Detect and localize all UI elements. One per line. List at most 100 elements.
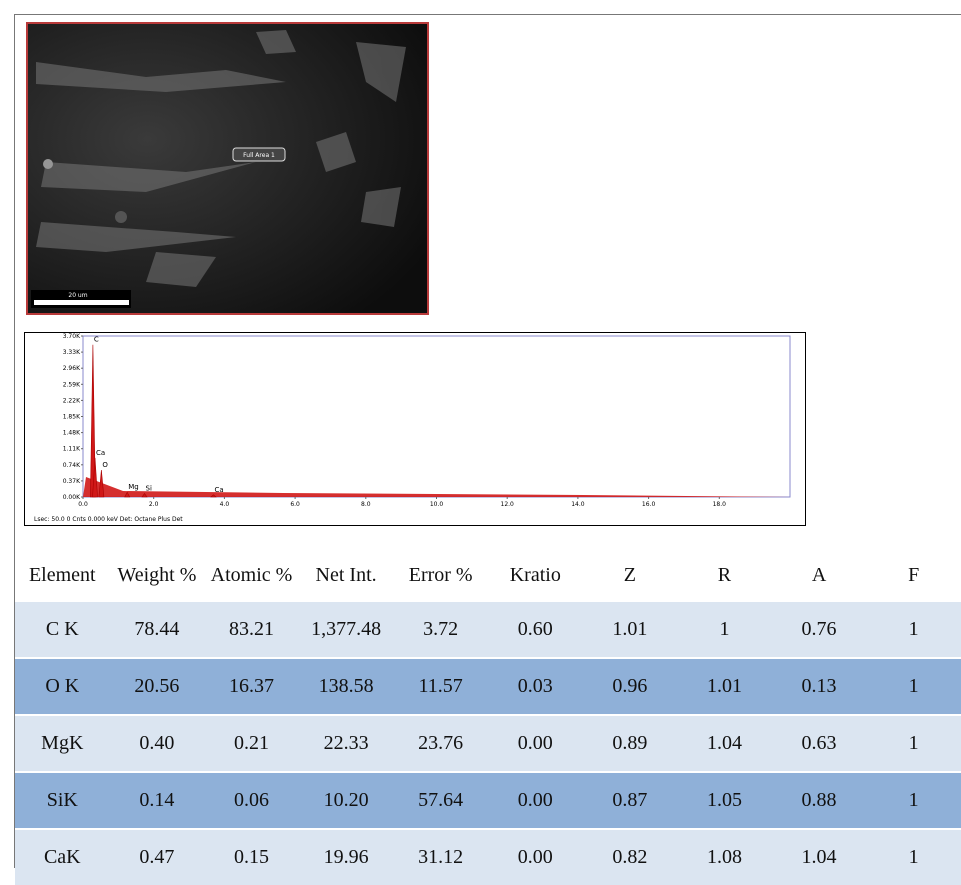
table-cell: C K (15, 602, 110, 657)
table-cell: O K (15, 659, 110, 714)
table-cell: 1.08 (677, 830, 772, 885)
table-cell: 83.21 (204, 602, 299, 657)
table-cell: 31.12 (393, 830, 488, 885)
table-cell: 78.44 (110, 602, 205, 657)
y-tick-label: 1.48K (63, 430, 81, 437)
y-tick-label: 3.70K (63, 333, 81, 340)
table-cell: 0.63 (772, 716, 867, 771)
x-tick-label: 8.0 (361, 501, 371, 508)
table-cell: 0.60 (488, 602, 583, 657)
table-cell: 0.96 (583, 659, 678, 714)
table-cell: 0.00 (488, 716, 583, 771)
header-cell: Error % (393, 548, 488, 602)
header-cell: Atomic % (204, 548, 299, 602)
table-cell: 0.14 (110, 773, 205, 828)
x-tick-label: 10.0 (430, 501, 444, 508)
eds-spectrum: Lsec: 50.0 0 Cnts 0.000 keV Det: Octane … (24, 332, 806, 526)
x-tick-label: 18.0 (713, 501, 727, 508)
y-tick-label: 1.85K (63, 414, 81, 421)
header-cell: Weight % (110, 548, 205, 602)
x-tick-label: 0.0 (78, 501, 88, 508)
table-cell: 0.21 (204, 716, 299, 771)
table-cell: 0.47 (110, 830, 205, 885)
y-tick-label: 2.22K (63, 397, 81, 404)
spectrum-footer: Lsec: 50.0 0 Cnts 0.000 keV Det: Octane … (34, 516, 183, 523)
scale-bar-label: 20 um (68, 292, 87, 299)
y-tick-label: 0.74K (63, 462, 81, 469)
page: {"figure": { "sem_image": {"area_label":… (0, 0, 961, 867)
scale-bar (34, 300, 129, 305)
area-label: Full Area 1 (243, 152, 275, 159)
x-tick-label: 12.0 (501, 501, 515, 508)
peak-label: C (94, 336, 99, 344)
table-cell: 0.82 (583, 830, 678, 885)
header-cell: Net Int. (299, 548, 394, 602)
peak-label: Mg (128, 483, 138, 491)
y-tick-label: 2.59K (63, 381, 81, 388)
table-cell: 0.00 (488, 830, 583, 885)
table-cell: 0.03 (488, 659, 583, 714)
table-cell: 0.00 (488, 773, 583, 828)
table-cell: 0.06 (204, 773, 299, 828)
y-tick-label: 1.11K (63, 446, 81, 453)
x-tick-label: 16.0 (642, 501, 656, 508)
header-cell: A (772, 548, 867, 602)
peak-label: Ca (214, 486, 223, 494)
table-cell: 0.89 (583, 716, 678, 771)
peak-label: O (102, 461, 108, 469)
header-cell: Z (583, 548, 678, 602)
peak-label: Si (146, 485, 152, 493)
y-tick-label: 3.33K (63, 349, 81, 356)
table-cell: 19.96 (299, 830, 394, 885)
table-cell: 20.56 (110, 659, 205, 714)
y-tick-label: 2.96K (63, 365, 81, 372)
header-cell: R (677, 548, 772, 602)
table-cell: SiK (15, 773, 110, 828)
header-row: ElementWeight %Atomic %Net Int.Error %Kr… (15, 548, 961, 602)
table-cell: 0.76 (772, 602, 867, 657)
table-cell: 1,377.48 (299, 602, 394, 657)
table-cell: 22.33 (299, 716, 394, 771)
x-tick-label: 2.0 (149, 501, 159, 508)
table-cell: 138.58 (299, 659, 394, 714)
y-tick-label: 0.37K (63, 478, 81, 485)
header-cell: Kratio (488, 548, 583, 602)
table-cell: 1 (866, 830, 961, 885)
table-cell: CaK (15, 830, 110, 885)
sem-image: Full Area 1 20 um (26, 22, 429, 315)
table-cell: MgK (15, 716, 110, 771)
table-cell: 1 (866, 659, 961, 714)
table-cell: 1 (866, 602, 961, 657)
table-cell: 0.87 (583, 773, 678, 828)
table-cell: 10.20 (299, 773, 394, 828)
table-cell: 1.05 (677, 773, 772, 828)
table-cell: 1.04 (677, 716, 772, 771)
table-cell: 1 (866, 716, 961, 771)
peak-label: Ca (96, 449, 105, 457)
table-cell: 1.04 (772, 830, 867, 885)
table-cell: 1 (677, 602, 772, 657)
table-cell: 11.57 (393, 659, 488, 714)
table-cell: 0.40 (110, 716, 205, 771)
table-cell: 0.88 (772, 773, 867, 828)
table-cell: 0.13 (772, 659, 867, 714)
table-cell: 23.76 (393, 716, 488, 771)
table-cell: 0.15 (204, 830, 299, 885)
table-cell: 16.37 (204, 659, 299, 714)
header-cell: Element (15, 548, 110, 602)
header-cell: F (866, 548, 961, 602)
table-cell: 1.01 (583, 602, 678, 657)
table-cell: 3.72 (393, 602, 488, 657)
x-tick-label: 4.0 (220, 501, 230, 508)
table-cell: 1 (866, 773, 961, 828)
x-tick-label: 14.0 (571, 501, 585, 508)
table-cell: 57.64 (393, 773, 488, 828)
y-tick-label: 0.00K (63, 494, 81, 501)
x-tick-label: 6.0 (290, 501, 300, 508)
